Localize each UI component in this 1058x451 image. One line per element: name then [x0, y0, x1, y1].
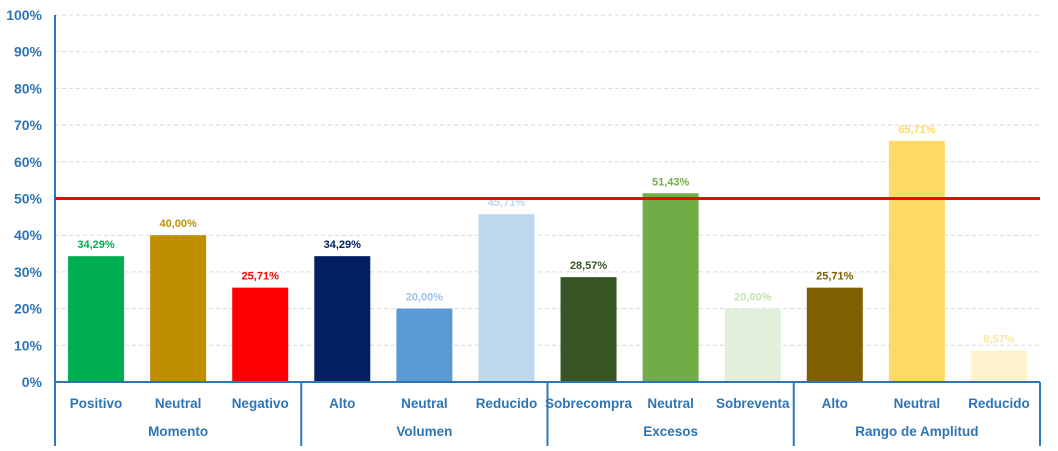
bar [232, 287, 289, 382]
group-label: Volumen [396, 424, 452, 439]
x-tick-label: Alto [329, 396, 355, 411]
x-tick-label: Neutral [155, 396, 202, 411]
x-tick-label: Sobreventa [716, 396, 790, 411]
x-tick-label: Reducido [476, 396, 538, 411]
x-tick-label: Alto [822, 396, 848, 411]
bar [314, 256, 371, 382]
x-tick-label: Sobrecompra [545, 396, 633, 411]
data-label: 25,71% [816, 271, 854, 283]
data-label: 20,00% [406, 292, 444, 304]
data-label: 25,71% [242, 271, 280, 283]
bar [478, 214, 535, 382]
data-label: 8,57% [983, 334, 1014, 346]
x-tick-label: Positivo [70, 396, 123, 411]
group-label: Excesos [643, 424, 698, 439]
y-tick-label: 0% [22, 374, 43, 390]
x-tick-label: Reducido [968, 396, 1030, 411]
bar [806, 287, 863, 382]
y-tick-label: 10% [14, 337, 43, 353]
bar [68, 256, 125, 382]
y-tick-label: 70% [14, 117, 43, 133]
data-label: 45,71% [488, 197, 526, 209]
y-tick-label: 40% [14, 227, 43, 243]
y-tick-label: 60% [14, 154, 43, 170]
bar [396, 308, 453, 382]
data-label: 34,29% [77, 239, 115, 251]
data-label: 40,00% [159, 218, 197, 230]
bar [970, 350, 1027, 382]
y-tick-label: 50% [14, 191, 43, 207]
x-tick-label: Neutral [647, 396, 694, 411]
bar [560, 277, 617, 382]
data-label: 20,00% [734, 292, 772, 304]
bar [642, 193, 699, 382]
data-label: 65,71% [898, 124, 936, 136]
x-tick-label: Neutral [401, 396, 448, 411]
bar [724, 308, 781, 382]
y-tick-label: 80% [14, 80, 43, 96]
group-label: Momento [148, 424, 208, 439]
x-tick-label: Neutral [894, 396, 941, 411]
bar [888, 140, 945, 382]
data-label: 34,29% [324, 239, 362, 251]
y-tick-label: 90% [14, 44, 43, 60]
group-label: Rango de Amplitud [855, 424, 978, 439]
data-label: 28,57% [570, 260, 608, 272]
data-label: 51,43% [652, 176, 690, 188]
bar [150, 235, 207, 382]
y-tick-label: 100% [6, 7, 42, 23]
y-tick-label: 30% [14, 264, 43, 280]
y-tick-label: 20% [14, 301, 43, 317]
x-tick-label: Negativo [232, 396, 289, 411]
